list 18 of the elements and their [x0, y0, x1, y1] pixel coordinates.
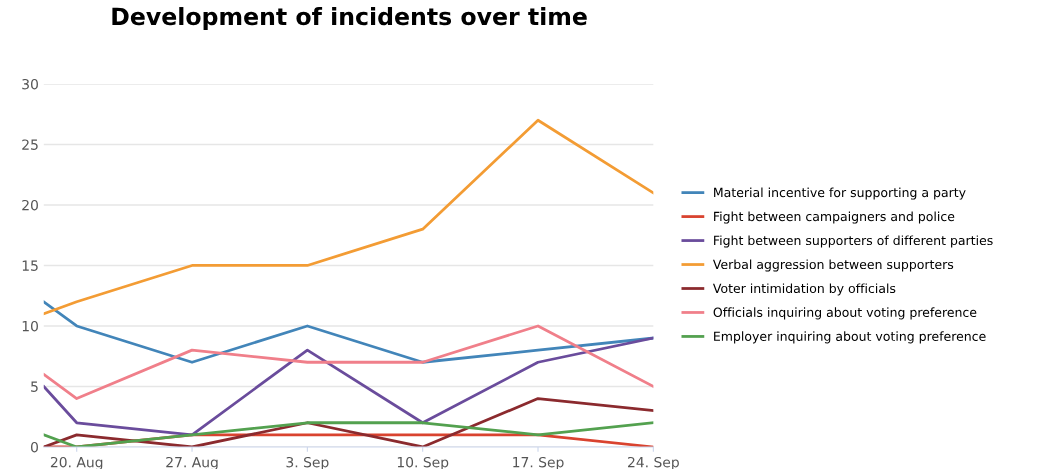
y-tick-label: 10	[22, 320, 38, 332]
legend-label: Verbal aggression between supporters	[712, 259, 954, 272]
legend-label: Voter intimidation by officials	[712, 283, 896, 296]
y-tick-label: 15	[22, 260, 38, 271]
line-series	[43, 118, 654, 316]
y-tick-label: 25	[22, 139, 38, 150]
legend-label: Material incentive for supporting a party	[714, 187, 966, 200]
chart-title: Development of incidents over time	[112, 7, 587, 30]
legend-label: Fight between supporters of different parties	[714, 235, 993, 248]
y-tick-label: 0	[30, 441, 38, 453]
legend-label: Employer inquiring about voting preference	[714, 331, 986, 344]
legend-label: Fight between campaigners and police	[714, 211, 955, 224]
line-series	[43, 336, 654, 437]
y-tick-label: 20	[22, 199, 38, 211]
legend-label: Officials inquiring about voting preference	[713, 307, 977, 320]
y-tick-label: 30	[22, 78, 38, 90]
line-series	[43, 324, 654, 400]
y-tick-label: 5	[31, 381, 38, 392]
